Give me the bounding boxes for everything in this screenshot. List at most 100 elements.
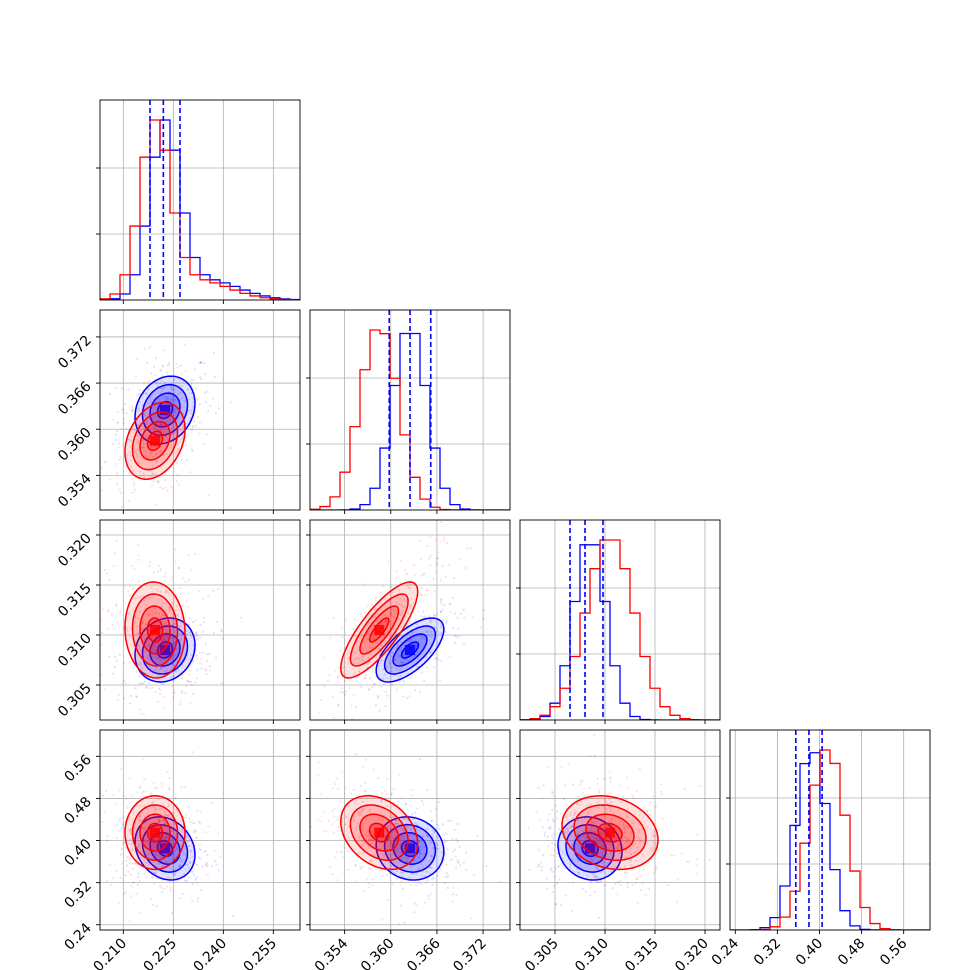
- y-tick-label: 0.305: [55, 681, 95, 721]
- scatter-point: [168, 609, 171, 612]
- scatter-point: [498, 880, 501, 884]
- scatter-point: [169, 652, 173, 655]
- scatter-point: [216, 620, 219, 623]
- scatter-point: [436, 556, 439, 560]
- scatter-point: [168, 866, 172, 870]
- scatter-point: [176, 608, 179, 612]
- scatter-point: [146, 422, 149, 425]
- scatter-point: [215, 863, 218, 866]
- scatter-point: [399, 904, 402, 907]
- scatter-point: [418, 840, 421, 844]
- scatter-point: [147, 403, 150, 406]
- scatter-point: [462, 642, 466, 645]
- scatter-point: [627, 825, 630, 828]
- scatter-point: [417, 849, 420, 852]
- scatter-point: [375, 647, 379, 650]
- scatter-point: [175, 450, 179, 453]
- scatter-point: [144, 640, 147, 644]
- scatter-point: [180, 840, 184, 843]
- scatter-point: [199, 822, 202, 825]
- scatter-point: [455, 636, 458, 639]
- scatter-point: [344, 640, 347, 643]
- scatter-point: [199, 857, 202, 861]
- scatter-point: [190, 391, 193, 395]
- scatter-point: [543, 831, 546, 834]
- scatter-point: [158, 692, 162, 695]
- scatter-point: [436, 823, 440, 827]
- scatter-point: [391, 873, 395, 876]
- scatter-point: [332, 617, 335, 620]
- scatter-point: [181, 577, 185, 580]
- scatter-point: [352, 816, 355, 819]
- scatter-point: [343, 792, 346, 795]
- scatter-point: [179, 700, 182, 704]
- scatter-point: [198, 843, 202, 846]
- scatter-point: [83, 778, 85, 780]
- scatter-point: [187, 553, 190, 557]
- scatter-point: [359, 867, 363, 870]
- density-peak-series-1: [150, 827, 160, 838]
- scatter-point: [171, 636, 174, 639]
- scatter-point: [144, 623, 147, 626]
- scatter-point: [588, 830, 591, 833]
- scatter-point: [191, 621, 194, 624]
- scatter-point: [440, 851, 443, 854]
- scatter-point: [122, 794, 126, 797]
- scatter-point: [382, 678, 385, 681]
- scatter-point: [466, 547, 469, 550]
- scatter-point: [367, 662, 370, 666]
- scatter-point: [584, 890, 587, 893]
- scatter-point: [169, 876, 172, 880]
- scatter-point: [163, 413, 166, 416]
- scatter-point: [344, 787, 347, 790]
- scatter-point: [436, 551, 440, 554]
- scatter-point: [180, 785, 183, 789]
- scatter-point: [429, 621, 432, 624]
- scatter-point: [555, 817, 558, 820]
- scatter-point: [345, 816, 349, 819]
- scatter-point: [361, 851, 365, 854]
- scatter-point: [116, 699, 120, 702]
- scatter-point: [334, 669, 337, 672]
- scatter-point: [409, 883, 412, 886]
- scatter-point: [150, 845, 153, 848]
- scatter-point: [191, 855, 194, 858]
- scatter-point: [176, 668, 179, 671]
- scatter-point: [569, 813, 572, 817]
- scatter-point: [342, 816, 345, 819]
- scatter-point: [609, 777, 613, 780]
- scatter-point: [642, 868, 645, 871]
- scatter-point: [648, 887, 651, 891]
- scatter-point: [176, 614, 180, 617]
- contour-line-series-0: [573, 831, 607, 865]
- scatter-point: [202, 616, 205, 619]
- scatter-point: [429, 630, 432, 634]
- scatter-point: [385, 620, 388, 623]
- scatter-point: [380, 591, 383, 594]
- contour-line-series-1: [349, 804, 409, 861]
- scatter-point: [418, 867, 421, 870]
- scatter-point: [160, 886, 163, 889]
- scatter-point: [603, 863, 606, 866]
- scatter-point: [157, 481, 160, 484]
- scatter-point: [216, 587, 220, 590]
- scatter-point: [600, 861, 603, 865]
- scatter-point: [184, 868, 187, 871]
- scatter-point: [400, 859, 404, 862]
- scatter-point: [135, 836, 138, 840]
- scatter-point: [619, 813, 622, 816]
- scatter-point: [196, 398, 199, 401]
- scatter-point: [144, 400, 147, 403]
- scatter-point: [205, 659, 209, 662]
- scatter-point: [174, 867, 178, 870]
- scatter-point: [159, 417, 162, 420]
- scatter-point: [572, 819, 575, 822]
- scatter-point: [454, 612, 457, 615]
- scatter-point: [130, 564, 134, 568]
- scatter-point: [230, 401, 233, 404]
- scatter-point: [383, 856, 386, 859]
- scatter-point: [600, 852, 603, 855]
- scatter-point: [176, 399, 179, 402]
- scatter-point: [170, 823, 173, 826]
- scatter-point: [399, 660, 402, 663]
